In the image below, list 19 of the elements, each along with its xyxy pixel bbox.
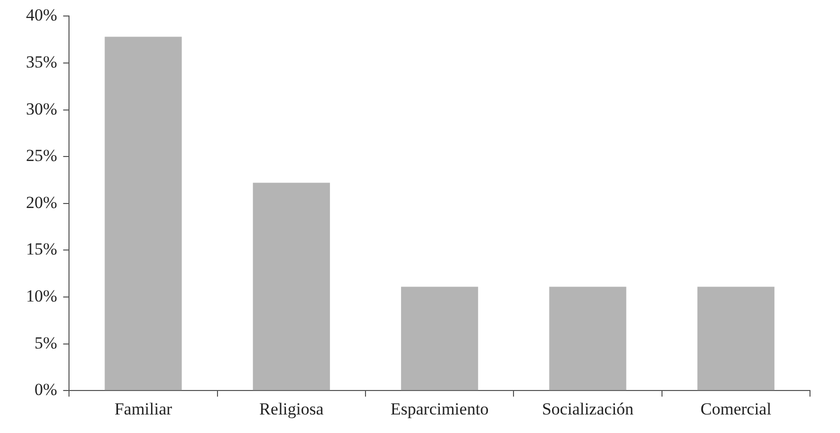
y-tick-label: 0%	[34, 380, 58, 400]
bar	[401, 286, 478, 390]
bar	[697, 286, 774, 390]
x-tick-label: Comercial	[700, 399, 772, 418]
y-tick-label: 40%	[26, 6, 58, 25]
x-tick-label: Socialización	[542, 399, 634, 418]
y-tick-label: 25%	[26, 146, 58, 166]
y-tick-label: 5%	[34, 333, 58, 352]
bar	[549, 286, 626, 390]
y-tick-label: 20%	[26, 192, 58, 212]
x-tick-label: Esparcimiento	[390, 399, 489, 418]
bar	[104, 36, 182, 390]
y-tick-label: 35%	[26, 52, 58, 72]
y-tick-label: 10%	[26, 286, 58, 306]
x-tick-label: Religiosa	[259, 399, 324, 418]
y-tick-label: 30%	[26, 99, 58, 118]
y-tick-label: 15%	[26, 240, 58, 259]
bar	[252, 182, 330, 390]
x-tick-label: Familiar	[114, 399, 172, 418]
